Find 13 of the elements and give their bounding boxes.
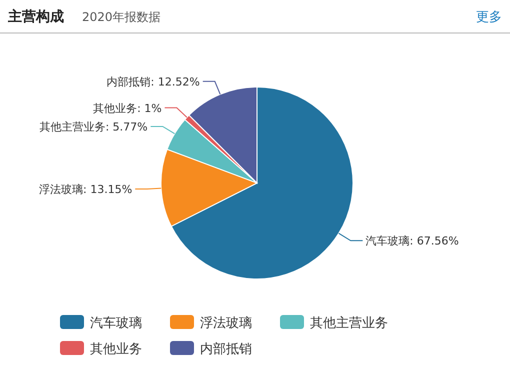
- data-label: 其他主营业务: 5.77%: [40, 120, 148, 134]
- data-label: 内部抵销: 12.52%: [106, 75, 200, 88]
- text: 更多: [476, 10, 502, 25]
- legend-label: 其他主营业务: [310, 315, 388, 331]
- chart-subtitle: 2020年报数据: [82, 10, 161, 24]
- legend-label: 内部抵销: [200, 342, 252, 357]
- legend-label: 浮法玻璃: [200, 316, 252, 331]
- data-label: 其他业务: 1%: [93, 102, 162, 115]
- data-label: 汽车玻璃: 67.56%: [366, 234, 459, 248]
- legend-label: 汽车玻璃: [90, 316, 142, 331]
- chart-title: 主营构成: [7, 8, 64, 25]
- legend-label: 其他业务: [90, 342, 142, 357]
- data-label: 浮法玻璃: 13.15%: [39, 182, 132, 196]
